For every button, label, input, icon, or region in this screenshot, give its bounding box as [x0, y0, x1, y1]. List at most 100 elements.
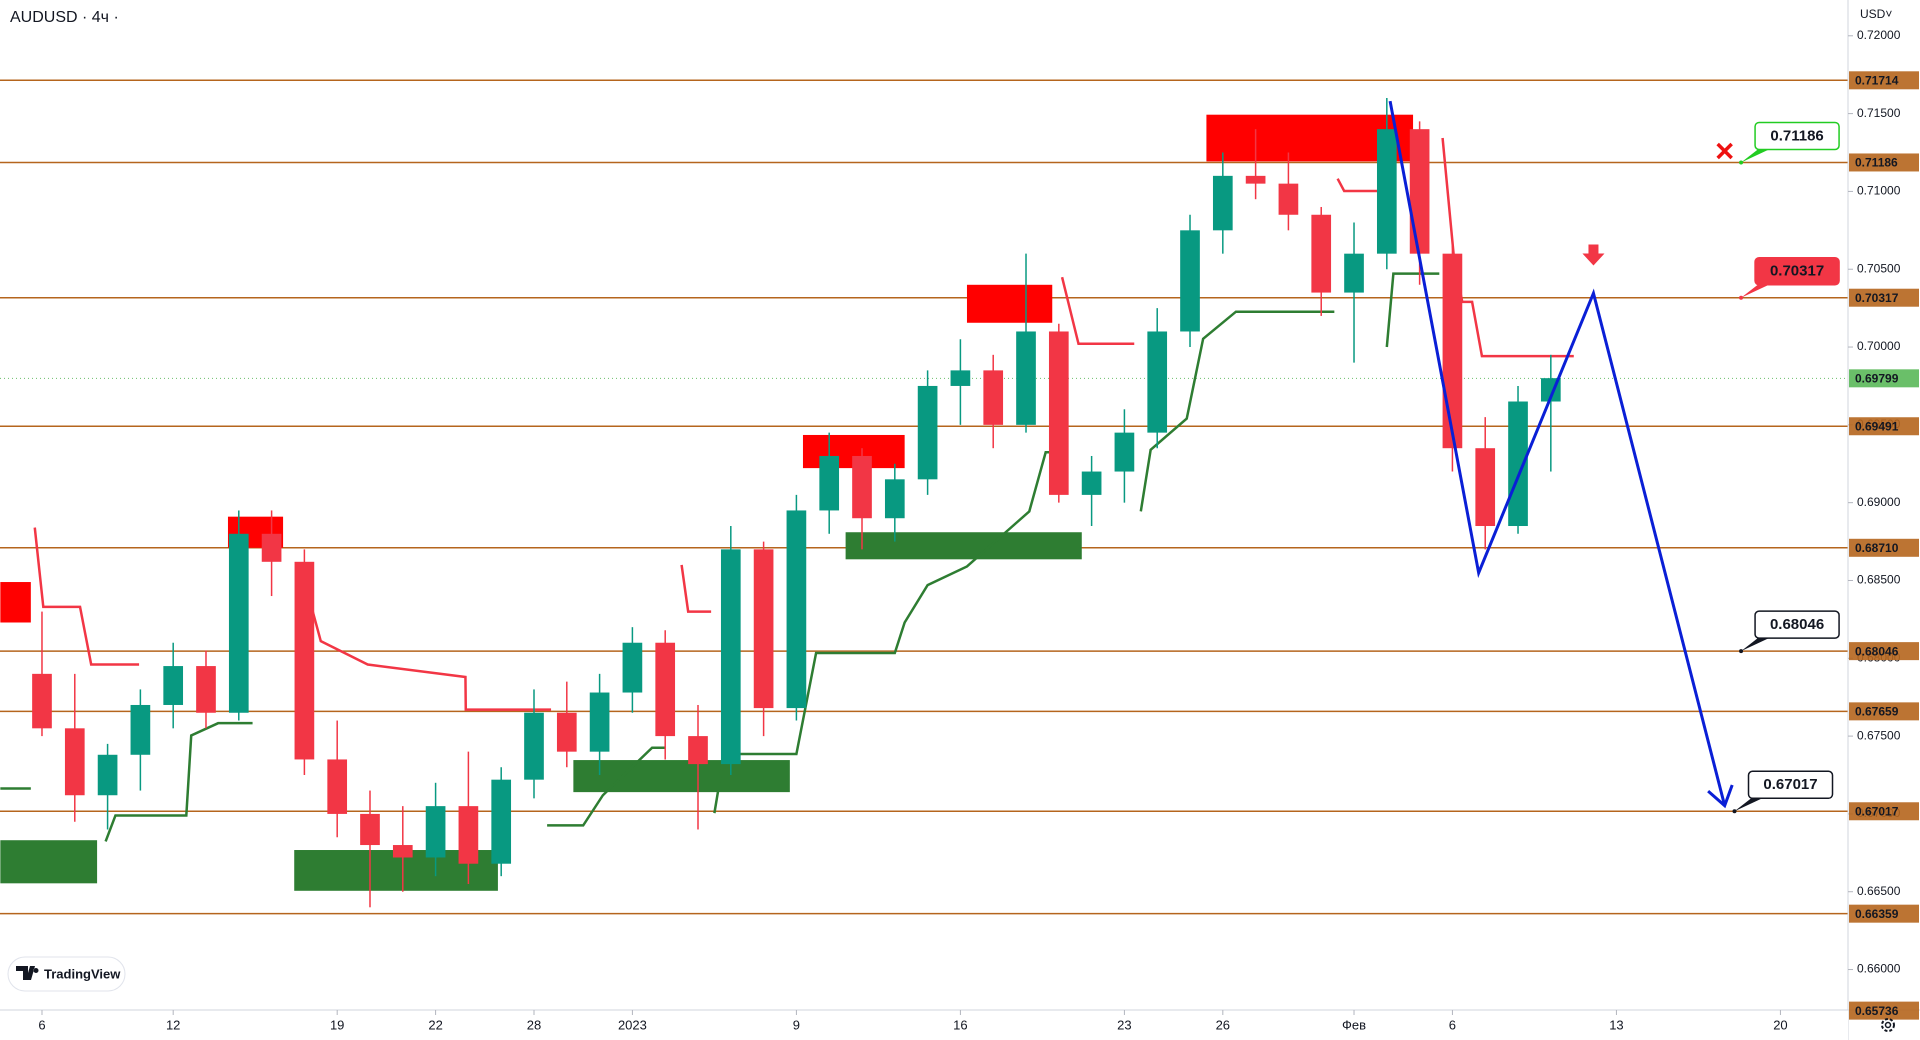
candle-body	[392, 845, 413, 858]
level-label-bg	[1849, 802, 1919, 821]
y-tick-label: 0.71500	[1857, 106, 1901, 120]
candle-body	[786, 510, 807, 709]
callout-box	[1754, 256, 1840, 286]
x-tick-label: 12	[166, 1017, 180, 1032]
supertrend-line	[1336, 178, 1381, 193]
candle-body	[1114, 432, 1135, 472]
candle-body	[97, 754, 118, 796]
candle-body	[1212, 175, 1233, 231]
level-label: 0.68710	[1855, 541, 1899, 555]
candle-body	[556, 712, 577, 752]
y-tick-label: 0.71000	[1857, 184, 1901, 198]
supertrend-line	[547, 746, 666, 827]
candle-body	[655, 642, 676, 737]
candle-body	[917, 385, 938, 480]
y-tick-label: 0.66500	[1857, 884, 1901, 898]
candle-body	[491, 779, 512, 864]
logo-badge[interactable]	[7, 956, 126, 992]
level-label-bg	[1849, 153, 1919, 172]
level-label: 0.69491	[1855, 419, 1899, 433]
candle-body	[1409, 129, 1430, 254]
candle-body	[1180, 230, 1200, 332]
candle-body	[753, 549, 774, 709]
price-axis	[1848, 0, 1920, 1040]
level-label: 0.71714	[1855, 73, 1899, 87]
cross-marker	[1716, 142, 1733, 160]
candle-body	[819, 455, 840, 511]
logo-text: TradingView	[44, 966, 121, 981]
x-tick-label: 16	[953, 1017, 967, 1032]
y-tick-label: 0.70000	[1857, 339, 1901, 353]
zone	[573, 760, 790, 793]
candle-body	[163, 666, 184, 705]
callout-pointer	[1741, 148, 1772, 163]
callout-anchor	[1732, 809, 1737, 814]
callout-box	[1747, 770, 1834, 800]
callout-anchor	[1739, 649, 1744, 654]
settings-button[interactable]	[1881, 1018, 1895, 1032]
gear-icon[interactable]	[1881, 1018, 1895, 1032]
candle-body	[1475, 448, 1496, 527]
callout-pointer	[1734, 797, 1765, 812]
symbol-title[interactable]: AUDUSD · 4ч ·	[10, 9, 119, 26]
projection-arrowhead	[1707, 784, 1734, 809]
candle-body	[1278, 183, 1299, 215]
candle-body	[1147, 331, 1168, 433]
level-label: 0.65736	[1855, 1004, 1899, 1018]
level-label-bg	[1849, 702, 1919, 721]
level-label-bg	[1849, 538, 1919, 557]
level-label: 0.70317	[1855, 291, 1899, 305]
logo-icon	[16, 966, 39, 980]
candle-body	[950, 370, 971, 386]
y-tick-label: 0.72000	[1857, 28, 1901, 42]
candle-body	[688, 736, 708, 765]
callout-pointer	[1741, 283, 1772, 298]
level-label-bg	[1849, 71, 1919, 90]
level-label-bg	[1849, 1001, 1919, 1020]
time-axis	[0, 1010, 1848, 1040]
candle-body	[983, 370, 1004, 425]
candle-body	[196, 666, 216, 713]
candles	[32, 98, 1561, 908]
callout-label: 0.67017	[1763, 776, 1817, 793]
x-tick-label: 20	[1773, 1017, 1787, 1032]
projection-line	[1388, 100, 1727, 807]
candle-body	[1376, 129, 1397, 254]
level-label: 0.67017	[1855, 804, 1899, 818]
x-tick-label: 26	[1216, 1017, 1230, 1032]
candle-body	[589, 692, 610, 752]
candle-body	[884, 479, 905, 519]
current-price-bg	[1849, 369, 1919, 388]
zone	[966, 284, 1053, 323]
level-label: 0.66359	[1855, 907, 1899, 921]
level-label-bg	[1849, 417, 1919, 436]
y-tick-label: 0.69000	[1857, 495, 1901, 509]
supertrend-line	[680, 564, 712, 613]
callout-anchor	[1739, 295, 1744, 300]
candle-body	[1508, 401, 1528, 527]
candle-body	[327, 759, 348, 814]
candle-body	[294, 561, 315, 760]
candle-body	[1245, 175, 1266, 184]
candle-body	[64, 728, 85, 796]
candle-body	[1442, 253, 1463, 449]
tradingview-logo[interactable]: TradingView	[7, 956, 126, 992]
supertrend-line	[1060, 276, 1135, 346]
y-tick-label: 0.67500	[1857, 728, 1901, 742]
arrow-marker	[1582, 244, 1605, 266]
candle-body	[1311, 214, 1332, 293]
current-price-label: 0.69799	[1855, 371, 1899, 385]
candle-body	[524, 712, 544, 780]
candle-body	[1344, 253, 1364, 293]
candle-body	[852, 455, 872, 519]
callout-box	[1754, 121, 1840, 151]
candle-body	[720, 549, 741, 765]
x-tick-label: 6	[1449, 1017, 1456, 1032]
supertrend	[0, 137, 1574, 842]
candle-body	[1016, 331, 1036, 425]
level-label: 0.71186	[1855, 156, 1898, 170]
x-tick-label: 9	[793, 1017, 800, 1032]
currency-selector[interactable]: USD˅	[1860, 7, 1892, 21]
